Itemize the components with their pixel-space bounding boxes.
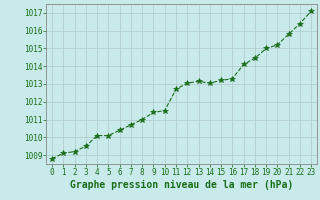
X-axis label: Graphe pression niveau de la mer (hPa): Graphe pression niveau de la mer (hPa) [70,180,293,190]
